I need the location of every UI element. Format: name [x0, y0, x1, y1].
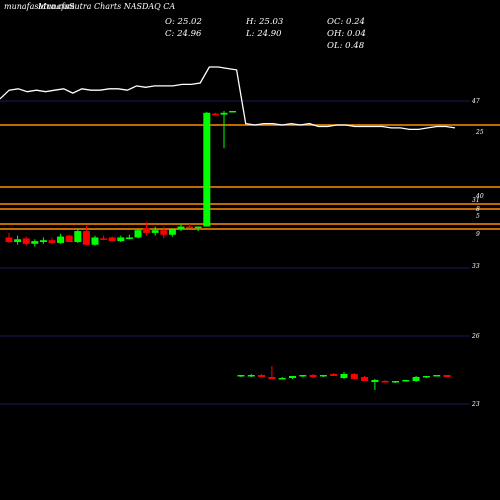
- tick-label-5: 5: [476, 213, 480, 220]
- upper-candle-body-6: [48, 240, 56, 243]
- open-value: O: 25.02: [165, 17, 202, 27]
- high-value: H: 25.03: [245, 17, 283, 27]
- upper-candle-body-18: [151, 230, 159, 233]
- low-value: L: 24.90: [245, 29, 282, 39]
- tick-label-47: 47: [471, 98, 480, 105]
- tick-label-26: 26: [471, 333, 480, 340]
- lower-candle-body-4: [268, 377, 276, 379]
- lower-candle-body-12: [350, 374, 358, 379]
- tick-label-40: 40: [475, 193, 484, 200]
- upper-candle-body-3: [22, 238, 30, 244]
- upper-candle-body-23: [194, 226, 202, 229]
- upper-candle-body-1: [5, 237, 13, 243]
- upper-candle-body-26: [220, 112, 228, 115]
- lower-candle-body-8: [309, 375, 317, 377]
- upper-candle-body-7: [57, 236, 65, 243]
- grid-lines: [0, 100, 470, 405]
- lower-candle-body-6: [289, 376, 296, 378]
- oc-value: OC: 0.24: [327, 17, 365, 27]
- lower-candle-body-3: [258, 375, 266, 377]
- lower-candle-body-10: [330, 374, 338, 376]
- ol-value: OL: 0.48: [327, 41, 365, 51]
- upper-candle-body-13: [108, 237, 116, 242]
- upper-candle-body-20: [168, 229, 176, 235]
- upper-candle-body-10: [82, 231, 90, 245]
- lower-candle-body-16: [392, 381, 399, 383]
- lower-candle-body-17: [402, 380, 410, 382]
- upper-candle-body-19: [160, 230, 168, 235]
- tick-label-23: 23: [471, 401, 480, 408]
- close-value: C: 24.96: [165, 29, 202, 39]
- upper-candle-body-24: [203, 112, 211, 227]
- lower-candle-body-9: [319, 375, 327, 377]
- upper-candles: [5, 110, 237, 247]
- lower-candle-body-7: [299, 375, 307, 377]
- lower-candle-body-21: [443, 375, 451, 377]
- upper-candle-body-14: [117, 237, 125, 242]
- lower-candles: [237, 366, 451, 390]
- lower-candle-body-2: [247, 375, 255, 377]
- oh-value: OH: 0.04: [327, 29, 366, 39]
- lower-candle-body-1: [237, 375, 245, 377]
- upper-candle-body-8: [65, 235, 73, 243]
- upper-candle-body-21: [177, 226, 185, 230]
- close-price-line: [0, 66, 456, 131]
- upper-candle-body-5: [39, 240, 47, 243]
- tick-label-33: 33: [472, 263, 480, 270]
- lower-candle-body-11: [340, 374, 348, 378]
- tick-label-25: 25: [475, 129, 484, 136]
- lower-candle-body-19: [422, 376, 430, 378]
- upper-candle-body-15: [125, 237, 133, 239]
- upper-candle-body-27: [229, 110, 237, 113]
- lower-candle-body-15: [381, 381, 389, 383]
- upper-candle-body-12: [100, 238, 108, 240]
- upper-candle-body-4: [31, 241, 39, 244]
- upper-candle-body-22: [186, 226, 194, 229]
- tick-label-9: 9: [476, 231, 480, 238]
- tick-label-31: 31: [472, 197, 480, 204]
- watermark-text: munafasutra.com: [4, 2, 75, 11]
- lower-candle-body-20: [433, 375, 441, 377]
- upper-candle-body-17: [143, 228, 151, 233]
- upper-candle-body-2: [14, 239, 22, 243]
- upper-candle-body-16: [134, 230, 142, 238]
- upper-candle-body-25: [211, 113, 219, 116]
- chart-title: MunafaSutra Charts NASDAQ CA: [37, 2, 175, 11]
- upper-candle-body-11: [91, 237, 99, 245]
- lower-candle-body-13: [361, 377, 369, 381]
- lower-candle-body-18: [412, 377, 420, 381]
- lower-candle-body-5: [278, 378, 286, 380]
- upper-candle-body-9: [74, 231, 82, 243]
- tick-label-8: 8: [476, 206, 480, 213]
- horizontal-level-lines: [0, 124, 500, 230]
- lower-candle-body-14: [371, 380, 379, 382]
- close-line-path: [0, 66, 456, 131]
